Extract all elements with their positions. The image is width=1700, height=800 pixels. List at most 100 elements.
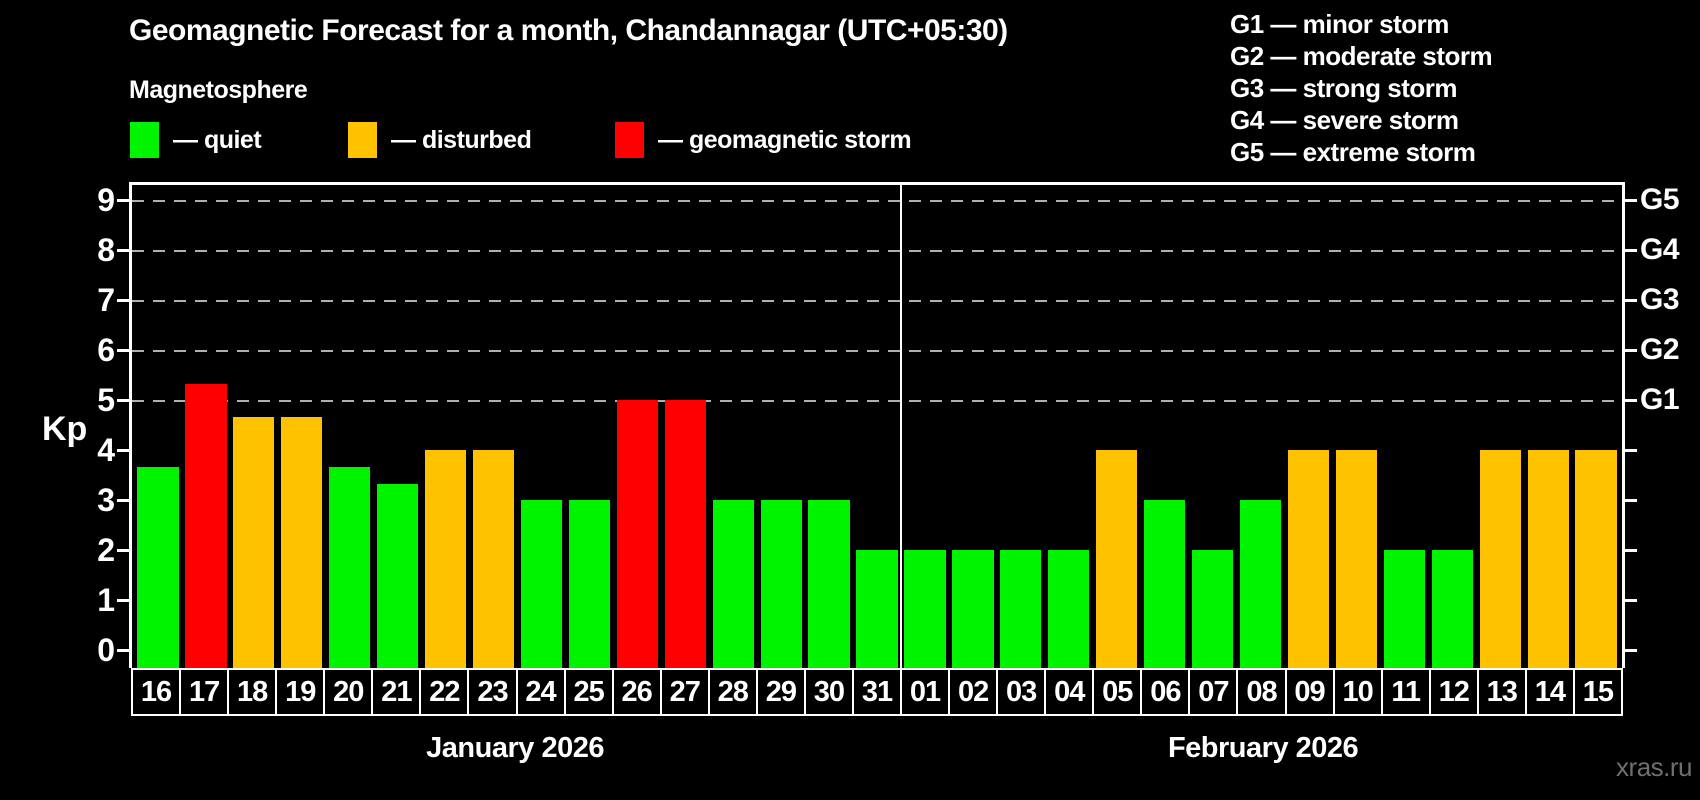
g-axis-label-g5: G5 — [1640, 183, 1680, 216]
bar-slot-09 — [1285, 450, 1333, 668]
y-tick-label-5: 5 — [97, 382, 115, 418]
date-cell-05: 05 — [1092, 668, 1143, 716]
kp-bar-day-30 — [808, 500, 850, 668]
right-tick-kp6 — [1625, 349, 1637, 352]
chart-subtitle: Magnetosphere — [129, 76, 308, 104]
y-tick-label-6: 6 — [97, 332, 115, 368]
right-tick-kp8 — [1625, 249, 1637, 252]
right-tick-kp1 — [1625, 599, 1637, 602]
g-scale-legend: G1 — minor storm G2 — moderate storm G3 … — [1230, 8, 1493, 168]
watermark: xras.ru — [1616, 752, 1692, 782]
date-cell-13: 13 — [1476, 668, 1527, 716]
left-tick-kp0 — [117, 649, 129, 652]
kp-bar-day-19 — [281, 416, 323, 668]
date-cell-30: 30 — [803, 668, 854, 716]
kp-bar-day-23 — [472, 450, 515, 668]
y-tick-label-9: 9 — [97, 182, 115, 218]
bar-slot-24 — [518, 500, 566, 668]
kp-bar-day-17 — [185, 383, 227, 668]
kp-bar-day-10 — [1335, 450, 1378, 668]
date-cell-27: 27 — [659, 668, 710, 716]
right-tick-kp2 — [1625, 549, 1637, 552]
bar-slot-23 — [470, 450, 518, 668]
g-axis-label-g2: G2 — [1640, 333, 1680, 366]
bar-slot-28 — [709, 500, 757, 668]
legend-item-quiet: — quiet — [130, 120, 262, 160]
kp-bar-day-06 — [1144, 500, 1186, 668]
left-tick-kp9 — [117, 199, 129, 202]
kp-bar-day-09 — [1287, 450, 1330, 668]
gridline-kp9 — [132, 200, 1622, 202]
left-tick-kp2 — [117, 549, 129, 552]
y-tick-label-1: 1 — [97, 582, 115, 618]
g-legend-line-g4: G4 — severe storm — [1230, 105, 1459, 135]
y-tick-label-0: 0 — [97, 632, 115, 668]
date-cell-23: 23 — [467, 668, 518, 716]
kp-bar-day-02 — [952, 550, 994, 668]
bar-slot-19 — [278, 416, 326, 668]
date-cell-07: 07 — [1188, 668, 1239, 716]
bar-slot-03 — [997, 550, 1045, 668]
g-legend-line-g3: G3 — strong storm — [1230, 73, 1457, 103]
gridline-kp5 — [132, 400, 1622, 402]
kp-bar-day-25 — [568, 500, 611, 668]
date-cell-26: 26 — [611, 668, 662, 716]
date-cell-20: 20 — [323, 668, 374, 716]
kp-bar-day-03 — [1000, 550, 1042, 668]
left-tick-kp4 — [117, 449, 129, 452]
date-cell-11: 11 — [1380, 668, 1431, 716]
kp-bar-day-14 — [1527, 450, 1569, 668]
kp-bar-day-07 — [1191, 550, 1234, 668]
bar-slot-16 — [134, 466, 182, 668]
g-axis-label-g4: G4 — [1640, 233, 1680, 266]
legend-item-storm: — geomagnetic storm — [615, 120, 912, 160]
bar-slot-12 — [1428, 550, 1476, 668]
right-tick-kp3 — [1625, 499, 1637, 502]
date-cell-03: 03 — [996, 668, 1047, 716]
quiet-color-swatch — [130, 122, 159, 158]
left-tick-kp6 — [117, 349, 129, 352]
date-cell-21: 21 — [371, 668, 422, 716]
date-cell-09: 09 — [1284, 668, 1335, 716]
kp-bar-day-15 — [1575, 450, 1617, 668]
date-axis-row: 16 17 18 19 20 21 22 23 24 25 26 27 28 29 30 31 01 02 03 04… — [131, 668, 1623, 716]
y-tick-label-8: 8 — [97, 232, 115, 268]
date-cell-02: 02 — [948, 668, 999, 716]
date-cell-06: 06 — [1140, 668, 1191, 716]
bar-slot-01 — [901, 550, 949, 668]
date-cell-19: 19 — [275, 668, 326, 716]
y-tick-label-7: 7 — [97, 282, 115, 318]
storm-color-swatch — [615, 122, 644, 158]
date-cell-01: 01 — [900, 668, 951, 716]
kp-bar-day-16 — [137, 466, 179, 668]
kp-bar-day-04 — [1048, 550, 1090, 668]
date-cell-28: 28 — [707, 668, 758, 716]
left-tick-kp7 — [117, 299, 129, 302]
left-tick-kp5 — [117, 399, 129, 402]
legend-label-disturbed: — disturbed — [391, 125, 532, 154]
kp-bar-day-29 — [760, 500, 802, 668]
bar-slot-10 — [1332, 450, 1380, 668]
gridline-kp7 — [132, 300, 1622, 302]
legend-item-disturbed: — disturbed — [348, 120, 532, 160]
date-cell-17: 17 — [179, 668, 230, 716]
g-legend-line-g1: G1 — minor storm — [1230, 9, 1449, 39]
bar-slot-30 — [805, 500, 853, 668]
bar-slot-27 — [661, 400, 709, 668]
bar-slot-18 — [230, 416, 278, 668]
right-tick-kp0 — [1625, 649, 1637, 652]
bar-slot-02 — [949, 550, 997, 668]
bar-slot-26 — [613, 400, 661, 668]
bar-slot-31 — [853, 550, 901, 668]
kp-bar-day-11 — [1383, 550, 1425, 668]
bar-slot-11 — [1380, 550, 1428, 668]
date-cell-15: 15 — [1572, 668, 1623, 716]
kp-bar-day-08 — [1239, 500, 1282, 668]
kp-bar-day-12 — [1431, 550, 1473, 668]
g-axis-label-g3: G3 — [1640, 283, 1680, 316]
disturbed-color-swatch — [348, 122, 377, 158]
bar-slot-25 — [565, 500, 613, 668]
date-cell-10: 10 — [1332, 668, 1383, 716]
kp-bar-day-27 — [664, 400, 706, 668]
kp-bar-day-28 — [712, 500, 754, 668]
